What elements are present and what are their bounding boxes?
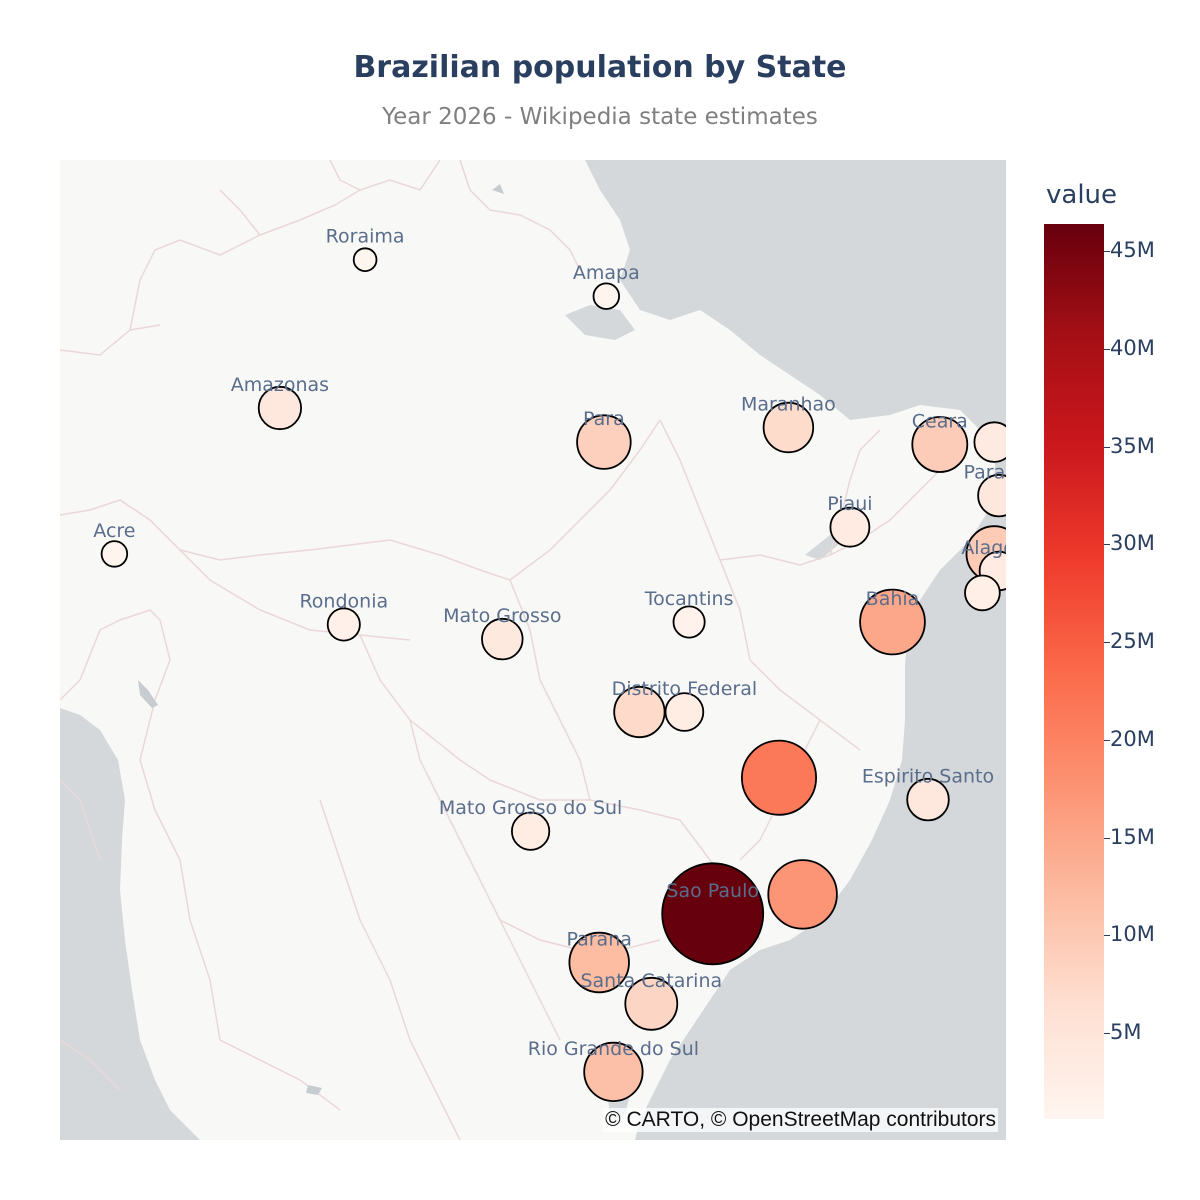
bubble-parana[interactable]	[568, 931, 630, 994]
bubble-para[interactable]	[576, 414, 632, 470]
label-parana: Parana	[567, 929, 632, 951]
bubble-mato-grosso-do-sul[interactable]	[510, 811, 551, 851]
basemap	[60, 160, 995, 1140]
map-canvas[interactable]: Sao Paulo Bahia Parana Rio Grande do Sul Cea…	[60, 160, 1006, 1140]
bubble-label-layer: Sao Paulo Bahia Parana Rio Grande do Sul Cea…	[93, 226, 1006, 1060]
label-bahia: Bahia	[866, 588, 920, 610]
bubble-rondonia[interactable]	[326, 607, 361, 642]
colorbar-tick-mark	[1104, 642, 1110, 644]
bubble-acre[interactable]	[100, 540, 129, 568]
bubble-bahia[interactable]	[859, 588, 926, 656]
bubble-espirito-santo[interactable]	[906, 777, 950, 822]
bubble-distrito-federal[interactable]	[664, 692, 705, 732]
chart-title: Brazilian population by State	[353, 50, 847, 85]
label-maranhao: Maranhao	[741, 394, 836, 416]
label-sao-paulo: Sao Paulo	[666, 880, 759, 902]
label-tocantins: Tocantins	[644, 588, 734, 610]
bubble-rio-de-janeiro[interactable]	[767, 859, 838, 930]
bubble-mato-grosso[interactable]	[481, 617, 524, 661]
colorbar-tick-label: 35M	[1110, 433, 1155, 458]
bubble-santa-catarina[interactable]	[624, 976, 679, 1031]
map-attribution[interactable]: © CARTO, © OpenStreetMap contributors	[603, 1108, 998, 1132]
colorbar-tick-label: 20M	[1110, 726, 1155, 751]
colorbar-tick-mark	[1104, 251, 1110, 253]
colorbar-tick-label: 40M	[1110, 336, 1155, 361]
chart-subtitle: Year 2026 - Wikipedia state estimates	[382, 104, 818, 130]
label-amazonas: Amazonas	[231, 374, 329, 396]
bubble-amapa[interactable]	[592, 282, 621, 310]
colorbar-tick-mark	[1104, 837, 1110, 839]
bubble-piaui[interactable]	[829, 506, 871, 548]
label-espirito-santo: Espirito Santo	[862, 766, 994, 788]
label-alagoas: Alagoas	[961, 537, 1006, 559]
land	[60, 160, 995, 1140]
label-distrito-federal: Distrito Federal	[612, 678, 758, 700]
label-santa-catarina: Santa Catarina	[580, 970, 722, 992]
colorbar-tick-mark	[1104, 739, 1110, 741]
colorbar-tick-mark	[1104, 544, 1110, 546]
bubble-sergipe[interactable]	[964, 574, 1001, 612]
colorbar-tick-mark	[1104, 349, 1110, 351]
label-paraiba: Paraiba	[964, 462, 1006, 484]
bubble-rio-grande-do-sul[interactable]	[583, 1041, 644, 1103]
colorbar-tick-mark	[1104, 1033, 1110, 1035]
label-ceara: Ceara	[912, 411, 968, 433]
bubble-paraiba[interactable]	[977, 473, 1006, 518]
label-roraima: Roraima	[326, 226, 405, 248]
colorbar-tick-label: 25M	[1110, 629, 1155, 654]
colorbar-tick-mark	[1104, 446, 1110, 448]
label-mato-grosso-do-sul: Mato Grosso do Sul	[439, 797, 622, 819]
colorbar-title: value	[1046, 180, 1118, 210]
colorbar-tick-label: 15M	[1110, 824, 1155, 849]
label-para: Para	[583, 408, 625, 430]
label-amapa: Amapa	[573, 262, 640, 284]
label-acre: Acre	[93, 520, 135, 542]
colorbar-tick-label: 30M	[1110, 531, 1155, 556]
colorbar-tick-label: 45M	[1110, 238, 1155, 263]
colorbar	[1044, 224, 1104, 1119]
bubble-ceara[interactable]	[911, 416, 969, 473]
label-mato-grosso: Mato Grosso	[443, 605, 561, 627]
bubble-maranhao[interactable]	[762, 401, 815, 454]
map-area[interactable]: Sao Paulo Bahia Parana Rio Grande do Sul Cea…	[60, 160, 1006, 1140]
bubble-amazonas[interactable]	[257, 385, 302, 431]
bubble-roraima[interactable]	[352, 247, 378, 272]
bubble-minas-gerais[interactable]	[741, 739, 818, 816]
bubble-sao-paulo[interactable]	[661, 862, 765, 966]
colorbar-tick-label: 10M	[1110, 922, 1155, 947]
bubble-layer	[100, 247, 1006, 1103]
bubble-rio-grande-do-norte[interactable]	[973, 421, 1006, 463]
bubble-tocantins[interactable]	[672, 605, 706, 639]
label-rio-grande-do-sul: Rio Grande do Sul	[528, 1038, 699, 1060]
colorbar-tick-mark	[1104, 935, 1110, 937]
label-piaui: Piaui	[827, 493, 872, 515]
river-mouth-island	[565, 305, 635, 340]
colorbar-tick-label: 5M	[1110, 1020, 1142, 1045]
label-rondonia: Rondonia	[299, 591, 388, 613]
